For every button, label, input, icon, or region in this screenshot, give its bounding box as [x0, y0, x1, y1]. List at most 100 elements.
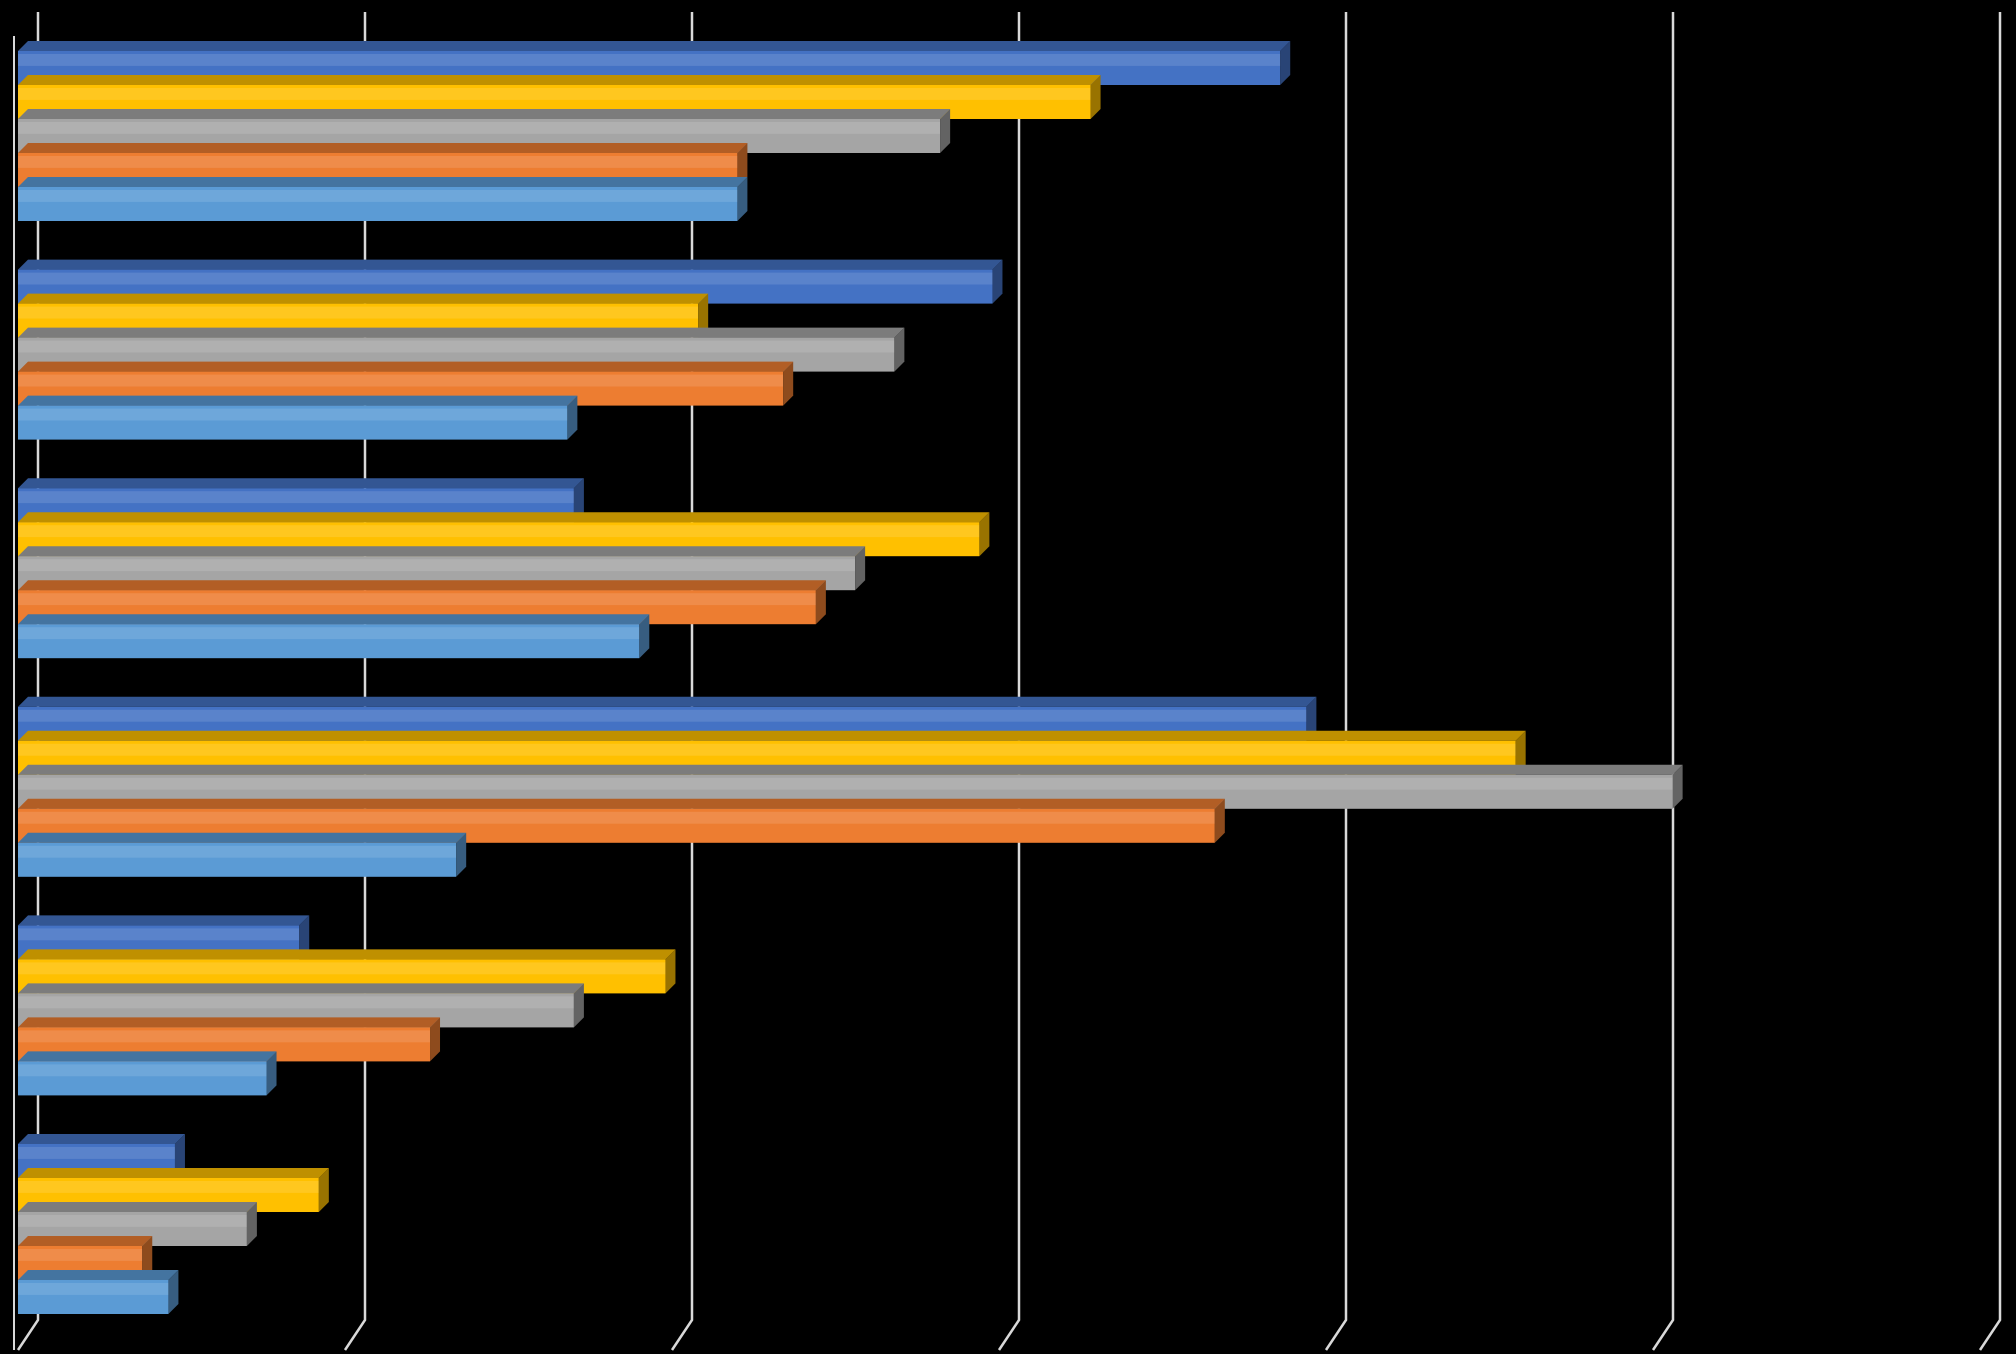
bar-top	[18, 546, 866, 557]
bar-side	[737, 177, 748, 221]
bar	[18, 614, 650, 659]
bar-highlight	[18, 743, 1516, 756]
bar-highlight	[18, 156, 738, 168]
bar-side	[573, 983, 584, 1028]
bar-highlight	[18, 1064, 267, 1077]
bar-side	[979, 512, 990, 557]
bar	[18, 798, 1225, 843]
bar-side	[318, 1168, 329, 1212]
bar-top	[18, 696, 1317, 707]
bar	[18, 764, 1683, 809]
bar-highlight	[18, 928, 300, 941]
bar	[18, 109, 951, 153]
bar-top	[18, 1051, 277, 1062]
bar-front	[18, 1280, 169, 1314]
bar-top	[18, 259, 1003, 270]
bar-top	[18, 1236, 153, 1246]
grid-line	[997, 12, 1021, 1351]
bar-side	[698, 293, 709, 338]
bar-top	[18, 143, 748, 153]
grid-line	[1324, 12, 1348, 1351]
bar-highlight	[18, 525, 980, 538]
bar-side	[815, 580, 826, 625]
grid-line	[16, 12, 40, 1351]
bar-top	[18, 512, 990, 523]
bar-highlight	[18, 709, 1307, 722]
bar-side	[1515, 730, 1526, 775]
bar-top	[18, 177, 748, 187]
bar-highlight	[18, 54, 1281, 66]
bar	[18, 1051, 277, 1096]
bar-side	[1306, 696, 1317, 741]
bar-side	[567, 395, 578, 440]
grid-line	[670, 12, 694, 1351]
bar-top	[18, 327, 905, 338]
bar-highlight	[18, 88, 1091, 100]
bar-top	[18, 915, 310, 926]
bar-side	[456, 832, 467, 877]
bar-side	[1090, 75, 1101, 119]
bar-side	[783, 361, 794, 406]
bar-side	[573, 478, 584, 523]
bar-top	[18, 395, 578, 406]
bar-highlight	[18, 845, 457, 858]
bar-side	[1280, 41, 1291, 85]
bar-top	[18, 983, 584, 994]
bar-highlight	[18, 1030, 431, 1043]
grid-line	[1978, 12, 2002, 1351]
bar-top	[18, 1270, 179, 1280]
bar-front	[18, 624, 640, 659]
bar-side	[940, 109, 951, 153]
bar-highlight	[18, 408, 568, 421]
bar-highlight	[18, 190, 738, 202]
bar-top	[18, 949, 676, 960]
bar-highlight	[18, 996, 574, 1009]
bar-side	[1214, 798, 1225, 843]
bar-side	[855, 546, 866, 591]
bar-highlight	[18, 122, 941, 134]
bar-side	[992, 259, 1003, 304]
bar	[18, 177, 748, 221]
bar	[18, 361, 794, 406]
grid-line	[343, 12, 367, 1351]
bar-top	[18, 75, 1101, 85]
bar-highlight	[18, 1249, 143, 1261]
bar-top	[18, 1134, 185, 1144]
bar-front	[18, 405, 568, 440]
bar-top	[18, 730, 1526, 741]
bar-side	[430, 1017, 441, 1062]
bar-side	[142, 1236, 153, 1280]
bar	[18, 832, 467, 877]
bar-top	[18, 580, 826, 591]
bar	[18, 1270, 179, 1314]
bar-top	[18, 764, 1683, 775]
bar-top	[18, 109, 951, 119]
bar-highlight	[18, 962, 666, 975]
bar-top	[18, 361, 794, 372]
bar-front	[18, 187, 738, 221]
bar-side	[246, 1202, 257, 1246]
bar-highlight	[18, 627, 640, 640]
bar-highlight	[18, 491, 574, 504]
bar-side	[174, 1134, 185, 1178]
bar-top	[18, 1017, 441, 1028]
bar-highlight	[18, 1181, 319, 1193]
bar-side	[299, 915, 310, 960]
bar-highlight	[18, 1215, 247, 1227]
bar-front	[18, 842, 457, 877]
bar-highlight	[18, 777, 1673, 790]
bar-highlight	[18, 1283, 169, 1295]
bar-side	[1672, 764, 1683, 809]
bar-top	[18, 614, 650, 625]
bar-side	[168, 1270, 179, 1314]
bar-top	[18, 832, 467, 843]
bar-highlight	[18, 559, 856, 572]
bar	[18, 395, 578, 440]
bar-highlight	[18, 272, 993, 285]
bar-top	[18, 1202, 257, 1212]
bar-highlight	[18, 340, 895, 353]
bar-side	[639, 614, 650, 659]
bar-highlight	[18, 306, 699, 319]
grid-line	[1651, 12, 1675, 1351]
